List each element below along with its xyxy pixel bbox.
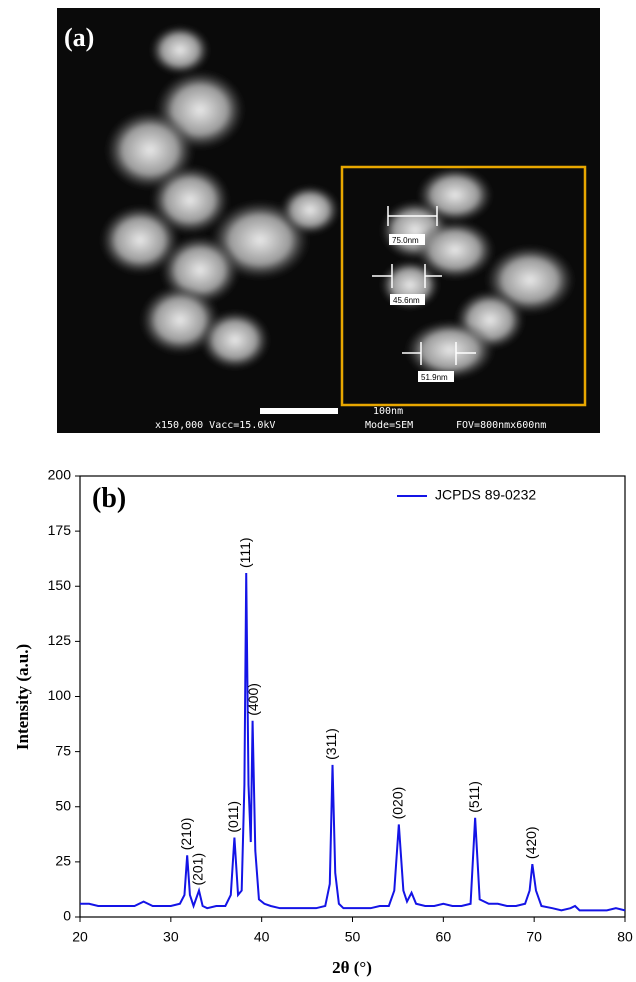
scale-bar-label: 100nm [373,406,403,417]
x-axis-label: 2θ (°) [332,958,372,977]
chart-title: (b) [92,483,126,514]
particles [100,25,575,380]
x-tick-label: 20 [72,929,88,945]
peak-label: (511) [466,781,482,813]
x-tick-label: 50 [345,929,361,945]
measure-label: 75.0nm [392,236,419,245]
sem-panel: 75.0nm 45.6nm 51.9nm (a) 100nm x150,000 … [57,8,600,433]
peak-label: (311) [323,728,339,760]
y-tick-label: 100 [48,687,72,703]
peak-label: (400) [245,683,261,716]
zoom-box [340,165,587,407]
y-tick-label: 125 [48,632,72,648]
peak-label: (210) [178,818,194,851]
peak-label: (111) [237,537,253,568]
scale-bar [260,408,338,414]
x-tick-label: 80 [617,929,633,945]
y-tick-label: 75 [55,742,71,758]
peak-label: (020) [390,787,406,820]
measure-lines [372,206,476,365]
x-tick-label: 30 [163,929,179,945]
legend-label: JCPDS 89-0232 [435,487,536,503]
data-line [80,573,626,912]
x-tick-label: 60 [436,929,452,945]
x-tick-label: 40 [254,929,270,945]
x-tick-label: 70 [526,929,542,945]
y-tick-label: 0 [63,908,71,924]
y-tick-label: 50 [55,797,71,813]
peak-label: (420) [523,826,539,859]
peak-label: (201) [190,853,206,886]
y-axis-label: Intensity (a.u.) [13,644,32,750]
y-tick-label: 150 [48,577,72,593]
peak-label: (011) [225,801,241,833]
footer-text: Mode=SEM [365,420,413,431]
measure-labels: 75.0nm 45.6nm 51.9nm [389,234,454,382]
measure-label: 51.9nm [421,373,448,382]
y-tick-label: 200 [48,467,72,483]
footer-text: FOV=800nmx600nm [456,420,546,431]
panel-label: (a) [64,23,94,52]
y-tick-label: 25 [55,853,71,869]
measure-label: 45.6nm [393,296,420,305]
xrd-chart: (b) 2θ (°) Intensity (a.u.) 20 30 40 50 60 70… [13,467,633,977]
plot-frame [79,475,626,918]
y-tick-label: 175 [48,522,72,538]
footer-text: x150,000 Vacc=15.0kV [155,420,275,431]
